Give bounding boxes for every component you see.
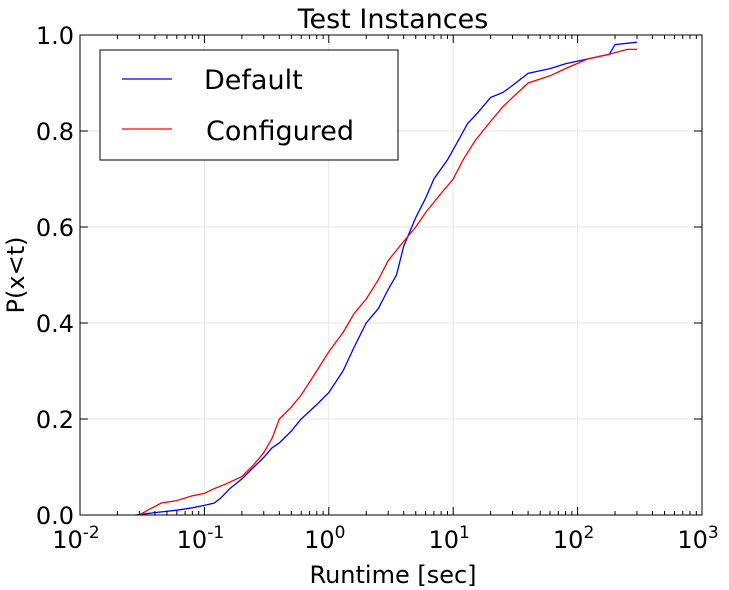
x-tick-exponent: 2	[583, 523, 594, 543]
y-tick-label: 0.0	[36, 502, 74, 530]
x-tick-label: 101	[429, 523, 470, 554]
x-tick-base: 10	[304, 526, 335, 554]
x-tick-labels: 10-2 10-1 100 101 102 103	[52, 523, 718, 554]
legend-label-default: Default	[204, 65, 303, 96]
y-tick-label: 0.4	[36, 310, 74, 338]
series-line-default	[135, 41, 638, 516]
legend: Default Configured	[99, 49, 399, 161]
x-tick-label: 102	[553, 523, 594, 554]
y-tick-labels: 0.0 0.2 0.4 0.6 0.8 1.0	[36, 22, 74, 530]
x-tick-label: 10-1	[177, 523, 225, 554]
x-axis-label: Runtime [sec]	[309, 561, 476, 589]
chart-title: Test Instances	[297, 4, 489, 35]
x-tick-base: 10	[177, 526, 208, 554]
y-tick-label: 0.6	[36, 214, 74, 242]
x-tick-label: 100	[304, 523, 345, 554]
x-tick-base: 10	[52, 526, 83, 554]
x-tick-exponent: 1	[459, 523, 470, 543]
series-line-configured	[139, 48, 637, 516]
y-tick-label: 0.8	[36, 118, 74, 146]
legend-box	[99, 49, 399, 161]
series-lines	[135, 41, 638, 516]
x-tick-exponent: -2	[83, 523, 100, 543]
plot-frame	[79, 34, 703, 516]
y-axis-label: P(x<t)	[2, 237, 30, 314]
x-tick-base: 10	[429, 526, 460, 554]
x-tick-base: 10	[553, 526, 584, 554]
x-tick-exponent: 0	[335, 523, 346, 543]
x-tick-exponent: 3	[708, 523, 719, 543]
legend-label-configured: Configured	[206, 116, 354, 147]
x-tick-exponent: -1	[207, 523, 224, 543]
x-tick-label: 10-2	[52, 523, 100, 554]
y-tick-label: 0.2	[36, 406, 74, 434]
x-tick-base: 10	[677, 526, 708, 554]
x-tick-label: 103	[677, 523, 718, 554]
axis-ticks	[79, 34, 703, 516]
y-tick-label: 1.0	[36, 22, 74, 50]
